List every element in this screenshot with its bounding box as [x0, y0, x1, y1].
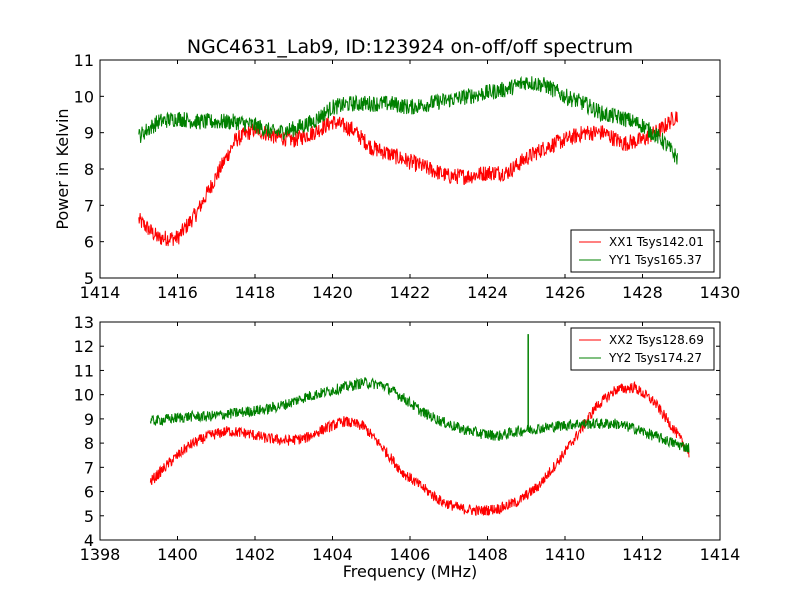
y-tick-label: 7 — [84, 196, 94, 215]
y-tick-label: 9 — [84, 410, 94, 429]
legend-label: XX2 Tsys128.69 — [609, 333, 704, 347]
chart-title: NGC4631_Lab9, ID:123924 on-off/off spect… — [187, 36, 633, 58]
legend-box — [570, 229, 715, 273]
y-axis-label: Power in Kelvin — [53, 108, 72, 229]
x-tick-label: 1424 — [467, 283, 508, 302]
y-tick-label: 10 — [74, 87, 94, 106]
x-tick-label: 1430 — [700, 283, 741, 302]
y-tick-label: 8 — [84, 160, 94, 179]
y-tick-label: 6 — [84, 233, 94, 252]
x-tick-label: 1418 — [235, 283, 276, 302]
y-tick-label: 12 — [74, 337, 94, 356]
plots-layer: 1414 1416 1418 1420 1422 1424 1426 1428 1430 5 6 7 8… — [74, 51, 741, 564]
legend: XX2 Tsys128.69 YY2 Tsys174.27 — [570, 327, 715, 371]
legend-box — [570, 327, 715, 371]
x-tick-label: 1412 — [622, 545, 663, 564]
series-line-xx1 — [138, 111, 678, 247]
legend-label: XX1 Tsys142.01 — [609, 235, 704, 249]
series-line-xx2 — [149, 380, 690, 517]
y-tick-label: 4 — [84, 531, 94, 550]
x-axis-label: Frequency (MHz) — [343, 562, 477, 581]
y-tick-label: 8 — [84, 434, 94, 453]
x-tick-label: 1404 — [312, 545, 353, 564]
legend-label: YY2 Tsys174.27 — [608, 351, 702, 365]
y-tick-label: 13 — [74, 313, 94, 332]
x-tick-label: 1406 — [390, 545, 431, 564]
y-tick-label: 11 — [74, 361, 94, 380]
x-tick-label: 1426 — [545, 283, 586, 302]
x-tick-label: 1416 — [157, 283, 198, 302]
x-tick-label: 1428 — [622, 283, 663, 302]
x-tick-label: 1408 — [467, 545, 508, 564]
x-tick-label: 1400 — [157, 545, 198, 564]
legend-label: YY1 Tsys165.37 — [608, 253, 702, 267]
y-tick-label: 6 — [84, 483, 94, 502]
x-tick-label: 1410 — [545, 545, 586, 564]
x-tick-label: 1414 — [80, 283, 121, 302]
legend: XX1 Tsys142.01 YY1 Tsys165.37 — [570, 229, 715, 273]
y-tick-label: 11 — [74, 51, 94, 70]
y-tick-label: 5 — [84, 269, 94, 288]
plot-panel-2: 1398 1400 1402 1404 1406 1408 1410 1412 14144567… — [74, 313, 741, 564]
y-tick-label: 7 — [84, 458, 94, 477]
x-tick-label: 1414 — [700, 545, 741, 564]
series-line-yy2 — [149, 377, 690, 453]
x-tick-label: 1402 — [235, 545, 276, 564]
x-tick-label: 1422 — [390, 283, 431, 302]
x-tick-label: 1398 — [80, 545, 121, 564]
x-tick-label: 1420 — [312, 283, 353, 302]
y-tick-label: 10 — [74, 386, 94, 405]
plot-panel-1: 1414 1416 1418 1420 1422 1424 1426 1428 1430 5 6 7 8… — [74, 51, 741, 302]
series-line-yy1 — [138, 75, 678, 165]
y-tick-label: 9 — [84, 124, 94, 143]
y-tick-label: 5 — [84, 507, 94, 526]
